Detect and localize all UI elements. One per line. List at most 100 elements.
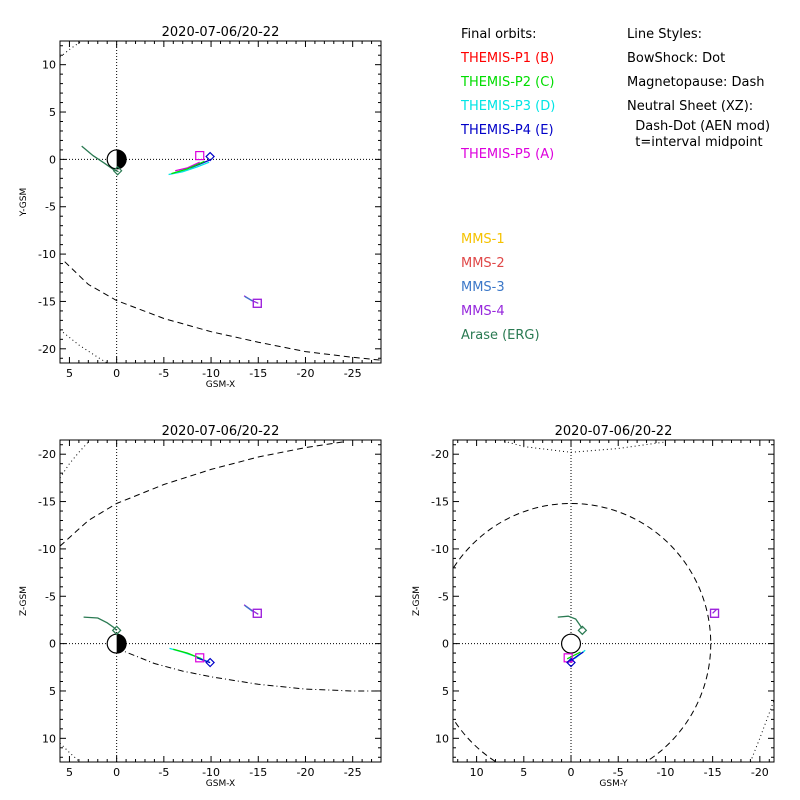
orbit-legend: Final orbits: THEMIS-P1 (B) THEMIS-P2 (C… — [461, 23, 555, 167]
x-tick-label: -25 — [344, 367, 362, 380]
orbit-track — [175, 161, 200, 172]
y-tick-label: -20 — [38, 343, 56, 356]
x-tick-label: 5 — [520, 766, 527, 779]
styles-heading: Line Styles: — [627, 27, 703, 42]
x-axis-label: GSM-Y — [599, 779, 628, 789]
bowshock-curve — [60, 329, 109, 363]
legend-themis-p3: THEMIS-P3 (D) — [461, 99, 556, 114]
x-tick-label: -25 — [344, 766, 362, 779]
y-tick-label: 5 — [49, 106, 56, 119]
y-tick-label: -10 — [38, 248, 56, 261]
earth-icon — [560, 633, 582, 654]
y-tick-label: -15 — [38, 496, 56, 509]
orbit-track — [173, 648, 202, 660]
bowshock-curve — [60, 41, 83, 58]
square-marker — [252, 298, 262, 308]
orbit-track — [244, 296, 254, 302]
diamond-marker — [577, 625, 588, 636]
diamond-marker — [566, 657, 576, 668]
plot-xz: 2020-07-06/20-22 5 0 -5 -10 -15 -20 -25 10 5 0 -5 -1… — [19, 424, 382, 789]
square-marker — [195, 150, 205, 161]
y-tick-label: 5 — [442, 685, 449, 698]
bowshock-curve — [749, 700, 774, 762]
y-tick-label: 0 — [49, 638, 56, 651]
magnetopause-curve — [60, 441, 344, 547]
y-tick-label: 10 — [435, 732, 449, 745]
y-tick-label: -5 — [438, 590, 449, 603]
x-tick-label: -10 — [202, 766, 220, 779]
diamond-marker — [205, 657, 215, 668]
x-tick-label: 10 — [470, 766, 484, 779]
legend-themis-p1: THEMIS-P1 (B) — [461, 51, 555, 66]
mms-legend: MMS-1 MMS-2 MMS-3 MMS-4 Arase (ERG) — [461, 228, 540, 348]
diamond-marker — [205, 151, 215, 162]
x-tick-label: 5 — [66, 766, 73, 779]
x-tick-label: -15 — [704, 766, 722, 779]
y-axis-label: Z-GSM — [19, 586, 29, 616]
diamond-marker — [111, 625, 122, 636]
square-marker — [252, 608, 262, 618]
y-axis-label: Y-GSM — [19, 188, 29, 217]
diamond-marker — [112, 165, 123, 176]
orbit-track — [171, 160, 205, 175]
y-tick-label: 10 — [42, 59, 56, 72]
magnetopause-curve — [64, 261, 381, 361]
x-tick-label: -10 — [202, 367, 220, 380]
orbit-track — [196, 657, 211, 664]
legend-themis-p5: THEMIS-P5 (A) — [461, 147, 555, 162]
x-tick-label: 0 — [568, 766, 575, 779]
bowshock-curve — [500, 440, 666, 453]
plot-xy: 2020-07-06/20-22 5 0 -5 -10 -15 -20 -25 10 5 0 -5 -1… — [19, 25, 382, 390]
orbit-track — [712, 609, 717, 614]
plot-title: 2020-07-06/20-22 — [162, 25, 280, 40]
legend-mms-3: MMS-3 — [461, 280, 505, 295]
legend-mms-1: MMS-1 — [461, 232, 505, 247]
earth-icon — [106, 633, 127, 654]
x-tick-label: -10 — [656, 766, 674, 779]
y-tick-label: 10 — [42, 732, 56, 745]
y-tick-label: -5 — [45, 590, 56, 603]
bowshock-curve — [60, 441, 89, 479]
orbit-track — [244, 605, 253, 612]
y-tick-label: -10 — [38, 543, 56, 556]
legend-mms-2: MMS-2 — [461, 256, 505, 271]
earth-icon — [106, 149, 127, 170]
x-tick-label: 0 — [113, 766, 120, 779]
legend-mms-4: MMS-4 — [461, 304, 505, 319]
magnetopause-circle — [453, 502, 712, 762]
y-tick-label: 5 — [49, 685, 56, 698]
x-tick-label: -15 — [249, 367, 267, 380]
plot-title: 2020-07-06/20-22 — [555, 424, 673, 439]
style-bowshock: BowShock: Dot — [627, 51, 726, 66]
legend-themis-p4: THEMIS-P4 (E) — [461, 123, 554, 138]
y-tick-label: -15 — [38, 295, 56, 308]
x-tick-label: -20 — [296, 766, 314, 779]
x-tick-label: -5 — [158, 367, 169, 380]
line-styles-legend: Line Styles: BowShock: Dot Magnetopause:… — [627, 23, 770, 151]
plot-yz: 2020-07-06/20-22 10 5 0 -5 -10 -15 -20 10 5 0 -5 -10… — [412, 424, 775, 789]
y-tick-label: 0 — [442, 638, 449, 651]
y-tick-label: -20 — [431, 448, 449, 461]
y-tick-label: -10 — [431, 543, 449, 556]
orbit-track — [566, 651, 581, 660]
style-neutral-sheet-time: t=interval midpoint — [627, 135, 763, 150]
orbit-track — [168, 161, 210, 176]
plot-curves — [60, 441, 381, 762]
square-marker — [195, 653, 205, 663]
orbit-track — [83, 616, 118, 631]
plot-frame — [59, 439, 382, 763]
plot-frame — [59, 40, 382, 364]
plot-curves — [453, 440, 774, 762]
legend-themis-p2: THEMIS-P2 (C) — [461, 75, 555, 90]
plot-frame — [452, 439, 775, 763]
neutral-sheet-curve — [116, 647, 381, 692]
orbit-track — [81, 145, 119, 173]
y-tick-label: 0 — [49, 153, 56, 166]
x-axis-label: GSM-X — [206, 380, 235, 390]
plot-curves — [60, 41, 381, 363]
style-neutral-sheet: Neutral Sheet (XZ): — [627, 99, 754, 114]
x-axis-label: GSM-X — [206, 779, 235, 789]
x-tick-label: -15 — [249, 766, 267, 779]
y-tick-label: -5 — [45, 201, 56, 214]
square-marker — [709, 608, 720, 618]
